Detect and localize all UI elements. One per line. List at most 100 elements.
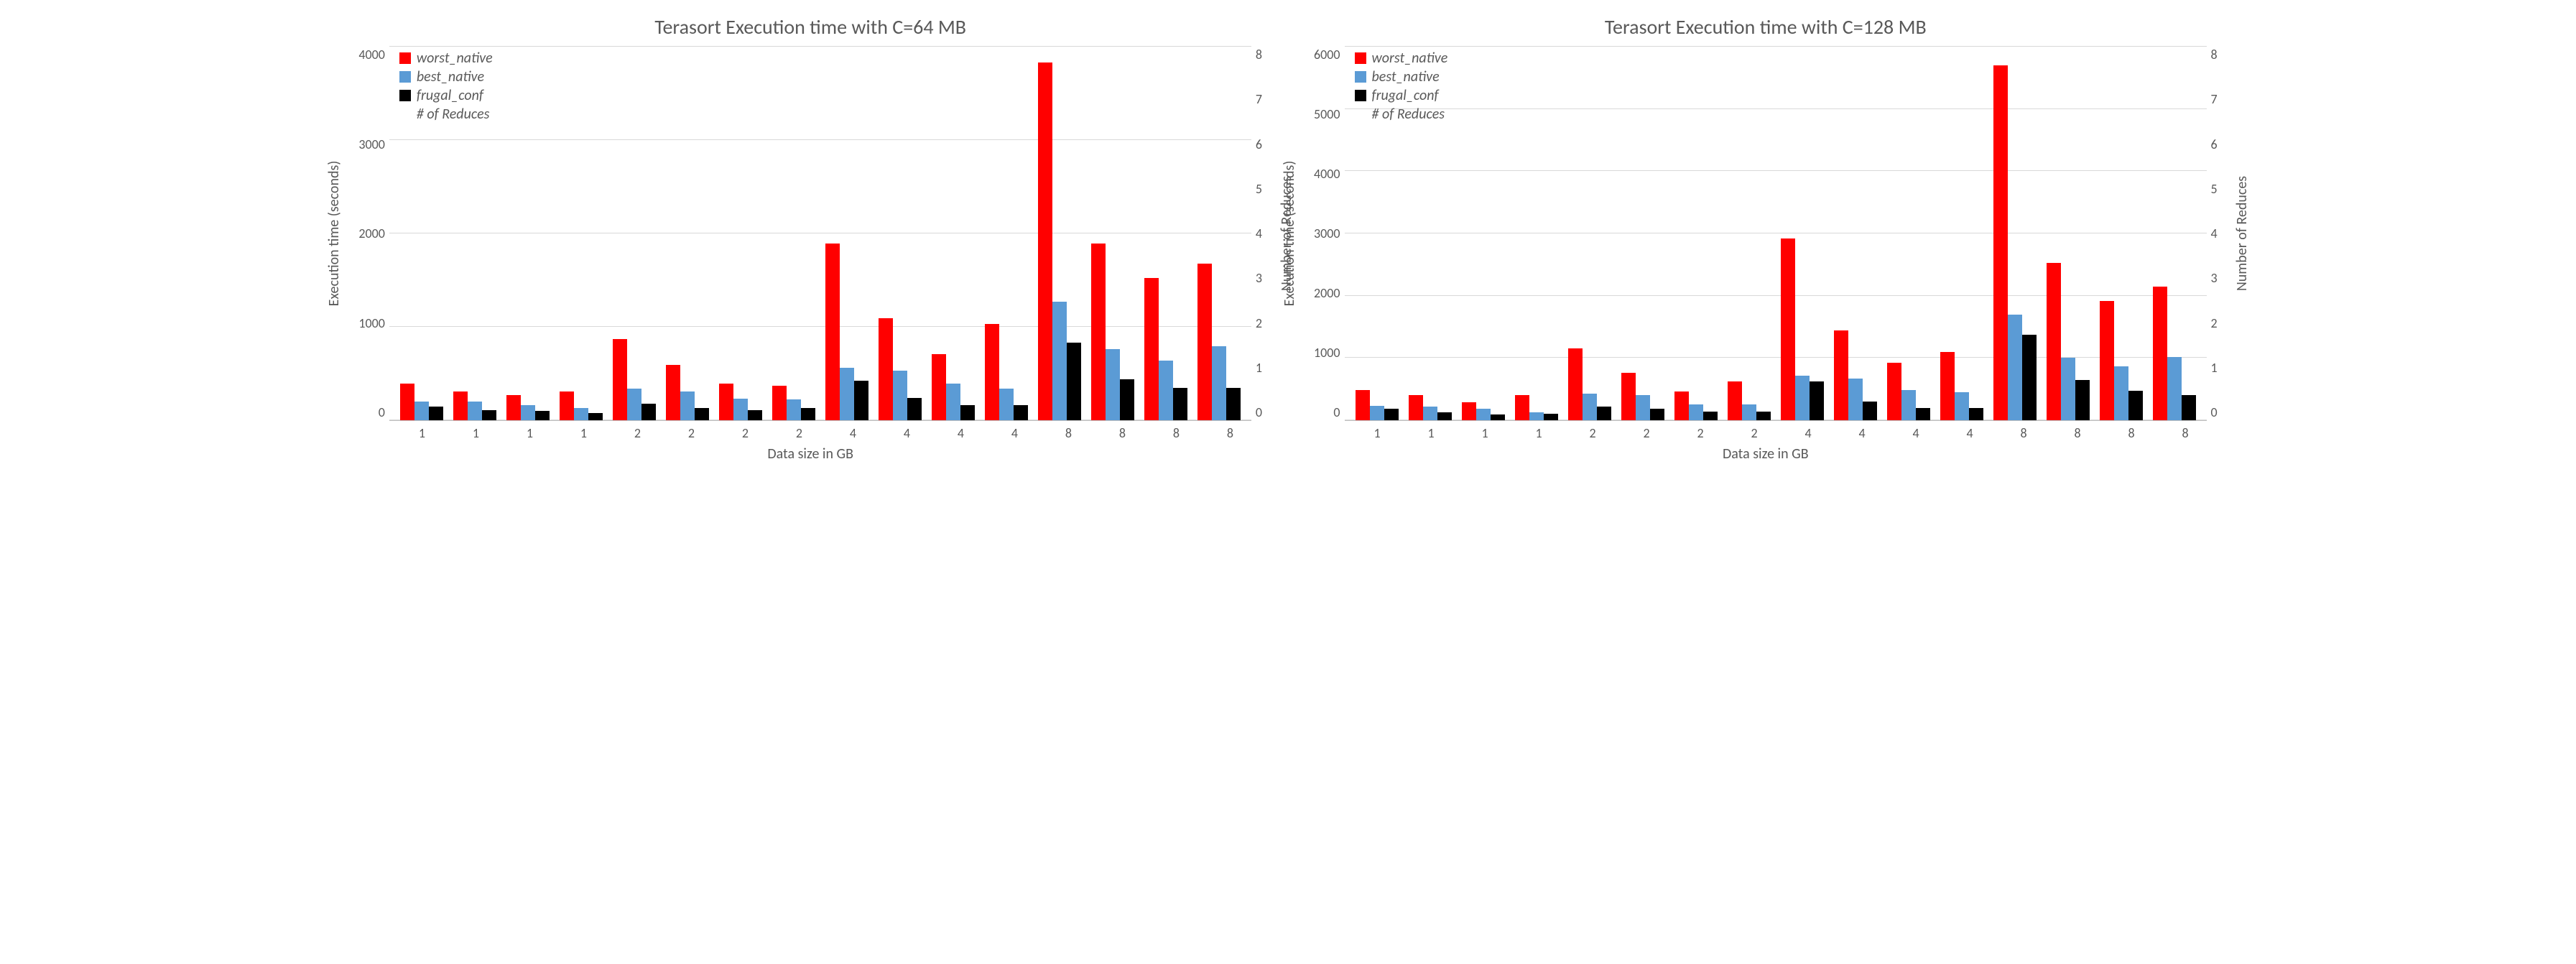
bars-container xyxy=(1345,47,2207,420)
y-right-tick: 6 xyxy=(1256,136,1262,152)
bar-frugal_conf xyxy=(1650,409,1664,420)
bar-group xyxy=(1616,47,1669,420)
y-right-tick: 5 xyxy=(1256,181,1262,197)
bar-frugal_conf xyxy=(1756,412,1771,420)
x-tick: 8 xyxy=(2105,425,2159,441)
bar-worst_native xyxy=(1728,381,1742,420)
bar-worst_native xyxy=(1834,330,1848,420)
bar-best_native xyxy=(1901,390,1916,420)
bar-frugal_conf xyxy=(2075,380,2090,420)
x-tick: 8 xyxy=(1095,425,1149,441)
bar-worst_native xyxy=(825,244,840,420)
bar-group xyxy=(1882,47,1935,420)
bar-best_native xyxy=(1955,392,1969,420)
x-tick: 4 xyxy=(1782,425,1835,441)
bar-worst_native xyxy=(1887,363,1901,420)
bar-best_native xyxy=(1052,302,1067,420)
chart-stage: 6000500040003000200010000Execution time … xyxy=(1310,47,2222,421)
y-right-tick: 3 xyxy=(2211,270,2218,286)
bar-frugal_conf xyxy=(1544,414,1558,420)
bar-worst_native xyxy=(1197,264,1212,420)
bar-worst_native xyxy=(772,386,787,420)
bar-best_native xyxy=(733,399,748,420)
bar-group xyxy=(661,47,714,420)
y-right-tick: 8 xyxy=(2211,47,2218,62)
bar-worst_native xyxy=(985,324,999,420)
bar-best_native xyxy=(1742,404,1756,420)
bar-best_native xyxy=(1689,404,1703,420)
x-tick: 4 xyxy=(1889,425,1943,441)
y-left-tick: 1000 xyxy=(358,315,385,331)
bar-group xyxy=(2148,47,2201,420)
bar-frugal_conf xyxy=(1437,412,1452,420)
bar-worst_native xyxy=(1038,62,1052,420)
bar-frugal_conf xyxy=(1916,408,1930,420)
chart-panel-c128: Terasort Execution time with C=128 MB600… xyxy=(1310,14,2222,463)
bar-worst_native xyxy=(1515,395,1529,420)
x-axis-label: Data size in GB xyxy=(379,445,1241,463)
x-axis: 1111222244448888 xyxy=(1345,425,2218,441)
best_native-swatch-icon xyxy=(1355,71,1366,83)
x-tick: 1 xyxy=(503,425,557,441)
bar-group xyxy=(1669,47,1723,420)
x-axis-label: Data size in GB xyxy=(1335,445,2197,463)
bar-group xyxy=(1033,47,1086,420)
bar-frugal_conf xyxy=(1969,408,1983,420)
bar-worst_native xyxy=(506,395,521,420)
legend-label: frugal_conf xyxy=(1372,87,1439,104)
bar-best_native xyxy=(521,405,535,420)
x-axis-row: 1111222244448888 xyxy=(1310,421,2222,441)
bar-group xyxy=(2095,47,2148,420)
bar-frugal_conf xyxy=(1597,407,1611,420)
worst_native-swatch-icon xyxy=(1355,52,1366,64)
x-tick: 8 xyxy=(1203,425,1257,441)
bar-best_native xyxy=(840,368,854,420)
bar-group xyxy=(767,47,820,420)
bar-best_native xyxy=(1106,349,1120,420)
x-tick: 8 xyxy=(2051,425,2105,441)
bar-best_native xyxy=(946,384,960,420)
bar-best_native xyxy=(1795,376,1810,420)
bar-best_native xyxy=(1529,412,1544,420)
bar-frugal_conf xyxy=(1173,388,1187,421)
bar-worst_native xyxy=(1781,238,1795,420)
x-tick: 4 xyxy=(1943,425,1997,441)
x-axis: 1111222244448888 xyxy=(389,425,1263,441)
x-tick: 1 xyxy=(395,425,449,441)
bar-best_native xyxy=(2061,358,2075,420)
bar-worst_native xyxy=(1993,65,2008,420)
bar-worst_native xyxy=(1621,373,1636,420)
y-right-tick: 2 xyxy=(2211,315,2218,331)
bar-frugal_conf xyxy=(641,404,656,420)
x-tick: 8 xyxy=(1997,425,2051,441)
y-left-tick: 3000 xyxy=(358,136,385,152)
x-tick: 8 xyxy=(1042,425,1095,441)
legend-item-best_native: best_native xyxy=(1355,68,1448,85)
bar-worst_native xyxy=(2100,301,2114,420)
bar-best_native xyxy=(1159,361,1173,420)
x-tick: 4 xyxy=(826,425,880,441)
y-right-tick: 4 xyxy=(2211,226,2218,241)
bars-container xyxy=(389,47,1251,420)
bar-best_native xyxy=(1370,406,1384,420)
bar-group xyxy=(1457,47,1510,420)
bar-frugal_conf xyxy=(1067,343,1081,420)
bar-group xyxy=(820,47,874,420)
bar-best_native xyxy=(1636,395,1650,420)
bar-frugal_conf xyxy=(1491,414,1505,420)
frugal_conf-swatch-icon xyxy=(1355,90,1366,101)
x-tick: 1 xyxy=(1512,425,1566,441)
bar-worst_native xyxy=(719,384,733,420)
y-axis-left-label: Execution time (seconds) xyxy=(1281,161,1298,307)
x-tick: 4 xyxy=(880,425,934,441)
x-tick: 1 xyxy=(557,425,611,441)
x-tick: 2 xyxy=(772,425,826,441)
bar-frugal_conf xyxy=(1703,412,1718,420)
bar-group xyxy=(2042,47,2095,420)
chart-stage: 40003000200010000Execution time (seconds… xyxy=(354,47,1266,421)
bar-frugal_conf xyxy=(748,410,762,420)
bar-frugal_conf xyxy=(1384,409,1399,420)
x-tick: 4 xyxy=(934,425,988,441)
frugal_conf-swatch-icon xyxy=(399,90,411,101)
y-axis-left-label: Execution time (seconds) xyxy=(325,161,343,307)
